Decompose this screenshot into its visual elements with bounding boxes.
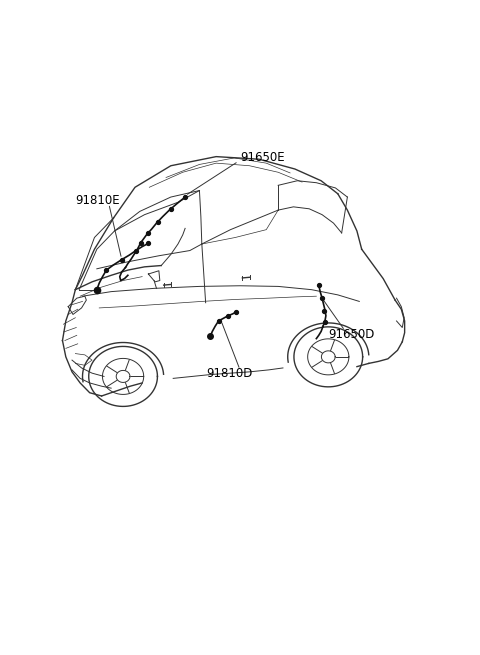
Text: 91650D: 91650D xyxy=(328,328,375,341)
Text: 91810E: 91810E xyxy=(75,194,120,207)
Text: 91650E: 91650E xyxy=(240,151,285,164)
Text: 91810D: 91810D xyxy=(206,367,253,380)
